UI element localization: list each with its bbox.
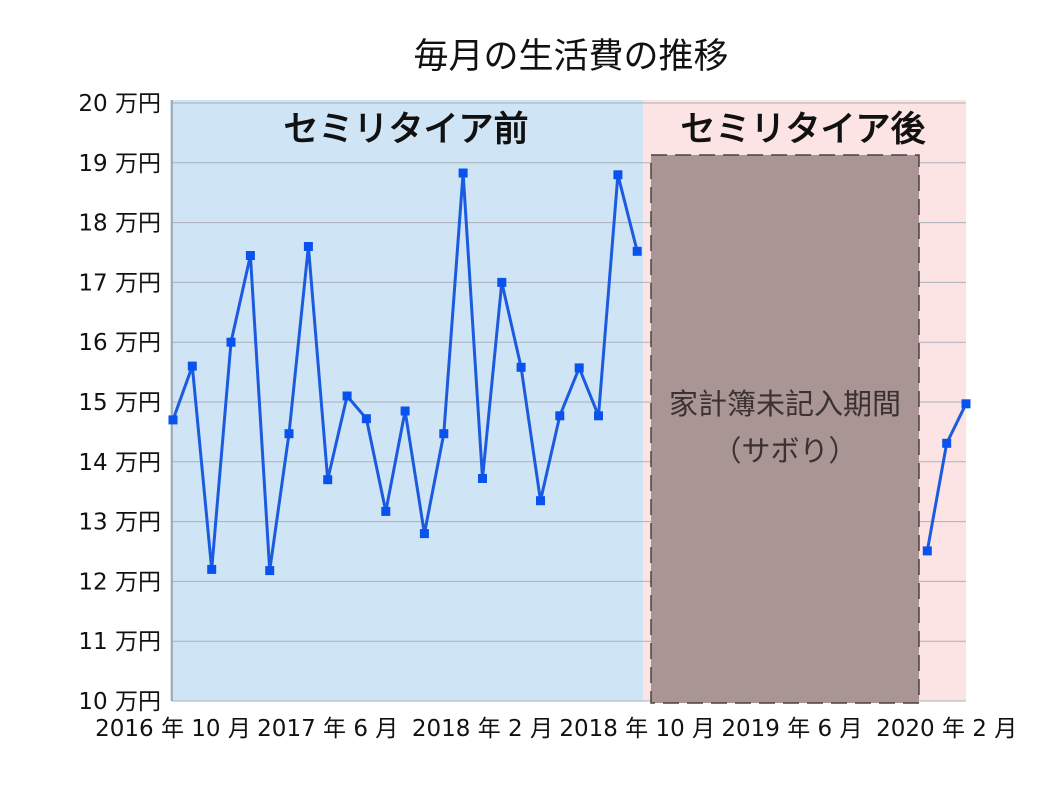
y-tick-label: 18 万円: [78, 211, 161, 237]
data-point: [961, 399, 971, 409]
y-tick-label: 19 万円: [78, 151, 161, 177]
data-point: [226, 337, 236, 347]
data-point: [303, 242, 313, 251]
y-tick-label: 14 万円: [78, 450, 161, 476]
data-point: [536, 496, 545, 506]
data-point: [323, 475, 333, 485]
region-before-label: セミリタイア前: [283, 110, 528, 150]
data-point: [381, 506, 391, 516]
x-tick-label: 2018 年 10 月: [559, 716, 715, 742]
data-point: [439, 429, 449, 439]
region-before-semiretire: [170, 100, 643, 701]
x-tick-label: 2018 年 2 月: [412, 716, 553, 742]
y-tick-labels: 10 万円 11 万円 12 万円 13 万円 14 万円 15 万円 16 万円 17 万円…: [78, 91, 161, 715]
data-point: [361, 414, 371, 424]
data-point: [516, 362, 526, 372]
chart-title: 毎月の生活費の推移: [413, 37, 728, 77]
data-point: [400, 406, 410, 416]
y-tick-label: 12 万円: [78, 569, 161, 595]
y-tick-label: 17 万円: [78, 270, 161, 296]
y-tick-label: 13 万円: [78, 510, 161, 536]
y-tick-label: 20 万円: [78, 91, 161, 117]
data-point: [245, 251, 255, 260]
x-tick-label: 2016 年 10 月: [95, 716, 251, 742]
y-tick-label: 11 万円: [78, 629, 161, 655]
data-point: [168, 415, 178, 425]
data-point: [922, 546, 932, 556]
data-point: [632, 246, 642, 256]
data-point: [613, 170, 623, 180]
region-after-label: セミリタイア後: [680, 110, 926, 150]
unrecorded-period-note: （サボり）: [712, 434, 857, 468]
x-tick-label: 2019 年 6 月: [721, 716, 862, 742]
y-tick-label: 15 万円: [78, 390, 161, 416]
data-point: [207, 564, 217, 574]
data-point: [555, 411, 565, 421]
unrecorded-period-label: 家計簿未記入期間: [669, 387, 901, 421]
data-point: [342, 391, 352, 401]
y-tick-label: 16 万円: [78, 330, 161, 356]
data-point: [284, 429, 294, 439]
data-point: [594, 411, 603, 421]
data-point: [478, 474, 487, 483]
data-point: [497, 277, 507, 287]
data-point: [265, 566, 275, 576]
data-point: [419, 529, 429, 539]
data-point: [942, 438, 952, 448]
x-tick-label: 2017 年 6 月: [257, 716, 398, 742]
x-tick-labels: 2016 年 10 月 2017 年 6 月 2018 年 2 月 2018 年 10…: [95, 716, 1017, 742]
y-tick-label: 10 万円: [78, 689, 161, 715]
data-points: [168, 168, 971, 576]
unrecorded-period-box: [650, 154, 920, 704]
data-point: [574, 363, 584, 373]
data-point: [187, 361, 197, 371]
data-point: [458, 168, 468, 178]
x-tick-label: 2020 年 2 月: [876, 716, 1017, 742]
